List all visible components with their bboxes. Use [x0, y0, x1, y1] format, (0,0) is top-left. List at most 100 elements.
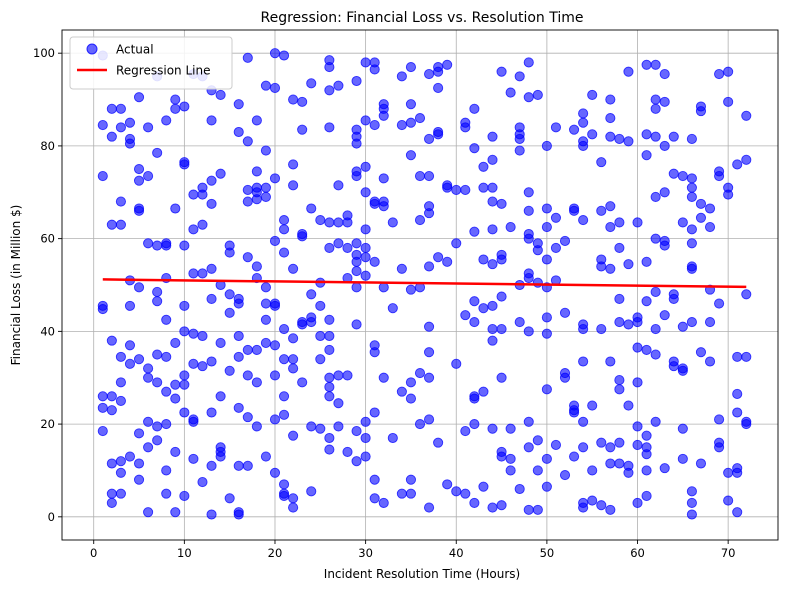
scatter-point	[242, 196, 253, 207]
scatter-point	[360, 57, 371, 68]
scatter-point	[215, 391, 226, 402]
scatter-point	[614, 217, 625, 228]
scatter-point	[559, 307, 571, 318]
scatter-point	[559, 372, 571, 383]
scatter-point	[668, 168, 679, 179]
scatter-point	[587, 89, 598, 100]
scatter-point	[469, 419, 480, 430]
scatter-point	[288, 363, 299, 374]
scatter-point	[623, 259, 634, 270]
scatter-point	[333, 238, 344, 249]
scatter-point	[396, 488, 407, 499]
scatter-point	[614, 242, 625, 253]
scatter-point	[714, 414, 725, 425]
scatter-point	[424, 261, 435, 272]
scatter-point	[659, 96, 670, 107]
scatter-point	[170, 94, 181, 105]
scatter-point	[233, 330, 244, 342]
scatter-point	[641, 430, 652, 441]
scatter-point	[541, 140, 552, 151]
scatter-point	[433, 82, 444, 94]
scatter-point	[677, 365, 688, 376]
scatter-point	[170, 393, 181, 404]
scatter-point	[514, 317, 525, 328]
scatter-point	[124, 340, 136, 351]
scatter-point	[596, 205, 607, 216]
scatter-point	[587, 495, 598, 506]
scatter-point	[333, 217, 344, 228]
scatter-point	[650, 103, 661, 114]
scatter-point	[360, 416, 371, 427]
scatter-point	[677, 453, 688, 464]
scatter-point	[279, 490, 290, 502]
scatter-point	[170, 507, 181, 518]
scatter-point	[124, 358, 136, 369]
scatter-point	[741, 154, 752, 165]
scatter-point	[704, 317, 716, 328]
scatter-point	[650, 233, 661, 244]
scatter-point	[704, 356, 716, 367]
scatter-point	[143, 442, 154, 453]
scatter-point	[315, 423, 326, 434]
scatter-point	[279, 224, 290, 235]
scatter-point	[97, 402, 108, 413]
scatter-point	[333, 370, 344, 381]
scatter-point	[115, 456, 126, 467]
scatter-point	[197, 189, 208, 200]
scatter-point	[541, 312, 552, 323]
scatter-point	[659, 240, 670, 251]
scatter-point	[179, 490, 190, 502]
scatter-point	[505, 453, 516, 464]
scatter-point	[433, 66, 444, 77]
scatter-point	[514, 145, 525, 156]
scatter-point	[550, 212, 561, 223]
scatter-point	[650, 131, 661, 142]
scatter-point	[179, 379, 190, 390]
scatter-point	[152, 349, 163, 360]
scatter-point	[723, 467, 734, 478]
scatter-point	[360, 224, 371, 235]
x-tick-label: 0	[90, 546, 97, 560]
scatter-point	[587, 465, 598, 476]
scatter-point	[242, 370, 253, 381]
scatter-point	[650, 349, 661, 360]
scatter-point	[614, 458, 625, 469]
scatter-point	[124, 451, 136, 462]
scatter-point	[387, 217, 398, 228]
scatter-point	[360, 115, 371, 126]
scatter-point	[288, 180, 299, 191]
scatter-point	[396, 386, 407, 397]
scatter-point	[641, 256, 652, 267]
scatter-point	[333, 421, 344, 432]
scatter-point	[360, 451, 371, 462]
scatter-point	[442, 479, 453, 490]
scatter-point	[351, 266, 362, 277]
scatter-point	[487, 182, 498, 193]
scatter-point	[206, 407, 217, 418]
scatter-point	[315, 215, 326, 226]
scatter-point	[686, 133, 697, 145]
scatter-point	[143, 372, 154, 383]
scatter-point	[396, 119, 407, 131]
scatter-point	[396, 71, 407, 82]
scatter-point	[378, 282, 389, 293]
scatter-point	[469, 103, 480, 114]
scatter-point	[405, 377, 416, 388]
scatter-point	[378, 110, 389, 121]
scatter-point	[469, 296, 480, 307]
scatter-point	[442, 256, 453, 267]
y-tick-label: 40	[40, 324, 55, 338]
scatter-point	[242, 136, 253, 147]
scatter-point	[659, 463, 670, 474]
scatter-point	[650, 286, 661, 298]
scatter-point	[206, 115, 217, 126]
scatter-point	[641, 150, 652, 161]
scatter-point	[106, 131, 117, 142]
scatter-point	[460, 184, 471, 196]
scatter-point	[414, 113, 426, 124]
scatter-point	[523, 442, 534, 453]
scatter-point	[197, 361, 208, 372]
scatter-point	[659, 310, 670, 321]
scatter-point	[161, 465, 172, 476]
scatter-point	[505, 221, 516, 233]
